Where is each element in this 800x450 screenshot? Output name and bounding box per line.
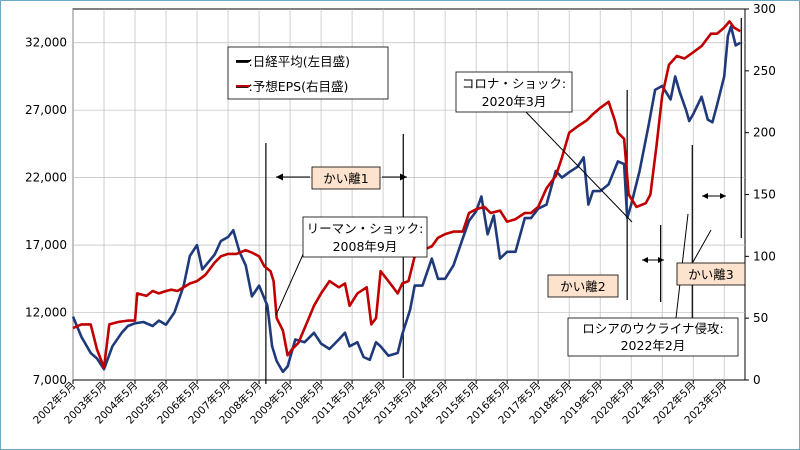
left-axis: 7,000 12,000 17,000 22,000 27,000 32,000 <box>25 36 67 387</box>
gap1-arrowhead-left <box>276 173 283 181</box>
gap3-pointer <box>692 229 712 263</box>
lehman-label-2: 2008年9月 <box>333 239 398 254</box>
corona-label-2: 2020年3月 <box>482 94 547 109</box>
corona-callout: コロナ・ショック: 2020年3月 <box>455 71 633 223</box>
lehman-label-1: リーマン・ショック: <box>307 221 424 236</box>
gap3-annotation: かい離3 <box>676 193 746 286</box>
gap3-box <box>676 262 746 286</box>
x-axis: 2002年5月2003年5月2004年5月2005年5月2006年5月2007年… <box>30 379 729 427</box>
left-tick-label: 17,000 <box>25 238 67 252</box>
legend-nikkei-label: ―:日経平均(左目盛) <box>236 54 350 69</box>
right-tick-label: 300 <box>753 2 776 16</box>
right-tick-label: 250 <box>753 64 776 78</box>
gap3-arrowhead-right <box>720 193 726 199</box>
gap1-box <box>311 166 381 190</box>
right-tick-label: 200 <box>753 126 776 140</box>
eps-series-line <box>72 20 741 369</box>
right-tick-label: 150 <box>753 188 776 202</box>
lehman-callout: リーマン・ショック: 2008年9月 <box>275 216 428 316</box>
right-tick-label: 50 <box>753 311 768 325</box>
legend-eps-label: ―:予想EPS(右目盛) <box>236 79 348 94</box>
russia-label-2: 2022年2月 <box>621 338 686 353</box>
left-tick-label: 32,000 <box>25 36 67 50</box>
left-tick-label: 12,000 <box>25 306 67 320</box>
right-axis: 0 50 100 150 200 250 300 <box>745 2 776 387</box>
legend: ―:日経平均(左目盛) ―:予想EPS(右目盛) <box>227 46 389 100</box>
left-tick-label: 27,000 <box>25 103 67 117</box>
russia-callout: ロシアのウクライナ侵攻: 2022年2月 <box>567 213 739 357</box>
corona-pointer <box>525 111 633 223</box>
left-tick-label: 22,000 <box>25 171 67 185</box>
gap3-arrowhead-left <box>702 193 708 199</box>
left-tick-label: 7,000 <box>33 373 67 387</box>
lehman-pointer <box>275 249 306 316</box>
corona-box <box>455 71 573 113</box>
gap2-annotation: かい離2 <box>547 257 664 298</box>
gap2-arrowhead-right <box>658 257 664 263</box>
series-layer <box>71 20 741 374</box>
right-tick-label: 0 <box>753 373 761 387</box>
russia-label-1: ロシアのウクライナ侵攻: <box>582 321 723 336</box>
gap3-label: かい離3 <box>688 267 733 282</box>
gap1-arrowhead-right <box>400 173 407 181</box>
gap2-box <box>547 274 619 298</box>
gap1-label: かい離1 <box>323 171 368 186</box>
gap2-label: かい離2 <box>560 279 605 294</box>
lehman-box <box>302 216 428 258</box>
legend-box <box>227 46 389 100</box>
right-tick-label: 100 <box>753 249 776 263</box>
gap1-annotation: かい離1 <box>276 166 407 190</box>
gap2-arrowhead-left <box>642 257 648 263</box>
nikkei-series-line <box>71 25 741 374</box>
corona-label-1: コロナ・ショック: <box>462 76 566 91</box>
russia-box <box>567 317 739 357</box>
